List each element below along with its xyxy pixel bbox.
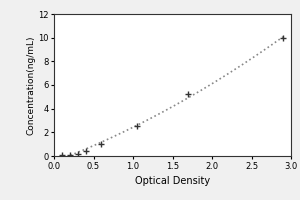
Y-axis label: Concentration(ng/mL): Concentration(ng/mL): [26, 35, 35, 135]
X-axis label: Optical Density: Optical Density: [135, 176, 210, 186]
